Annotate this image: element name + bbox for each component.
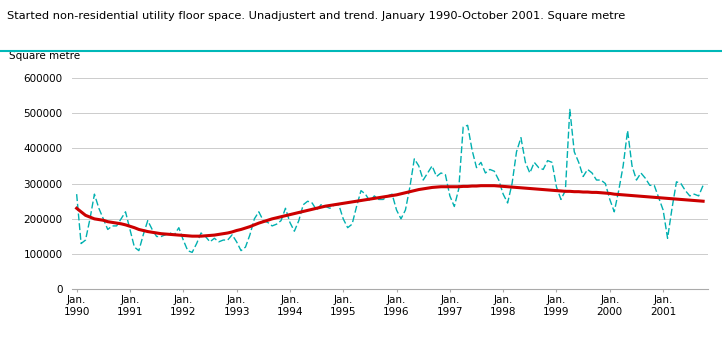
Non-residential utility floor space, trend (699, 199, 708, 203)
Line: Non-residential utility floor space, unadjusted: Non-residential utility floor space, una… (77, 109, 703, 252)
Non-residential utility floor space, unadjusted (268, 224, 277, 228)
Line: Non-residential utility floor space, trend: Non-residential utility floor space, tre… (77, 186, 703, 236)
Non-residential utility floor space, unadjusted (485, 167, 494, 172)
Non-residential utility floor space, unadjusted (188, 250, 196, 255)
Non-residential utility floor space, unadjusted (637, 171, 645, 175)
Non-residential utility floor space, unadjusted (565, 107, 574, 112)
Text: Square metre: Square metre (9, 51, 80, 61)
Non-residential utility floor space, trend (379, 195, 388, 199)
Non-residential utility floor space, trend (490, 184, 499, 188)
Non-residential utility floor space, trend (406, 190, 414, 194)
Non-residential utility floor space, unadjusted (379, 197, 388, 202)
Non-residential utility floor space, trend (188, 234, 196, 238)
Non-residential utility floor space, trend (472, 184, 481, 188)
Non-residential utility floor space, trend (637, 194, 645, 198)
Non-residential utility floor space, trend (268, 217, 277, 221)
Non-residential utility floor space, unadjusted (406, 185, 414, 189)
Non-residential utility floor space, unadjusted (699, 183, 708, 187)
Non-residential utility floor space, trend (72, 206, 81, 210)
Non-residential utility floor space, unadjusted (72, 192, 81, 196)
Text: Started non-residential utility floor space. Unadjustert and trend. January 1990: Started non-residential utility floor sp… (7, 11, 625, 20)
Non-residential utility floor space, unadjusted (472, 166, 481, 170)
Non-residential utility floor space, trend (477, 184, 485, 188)
